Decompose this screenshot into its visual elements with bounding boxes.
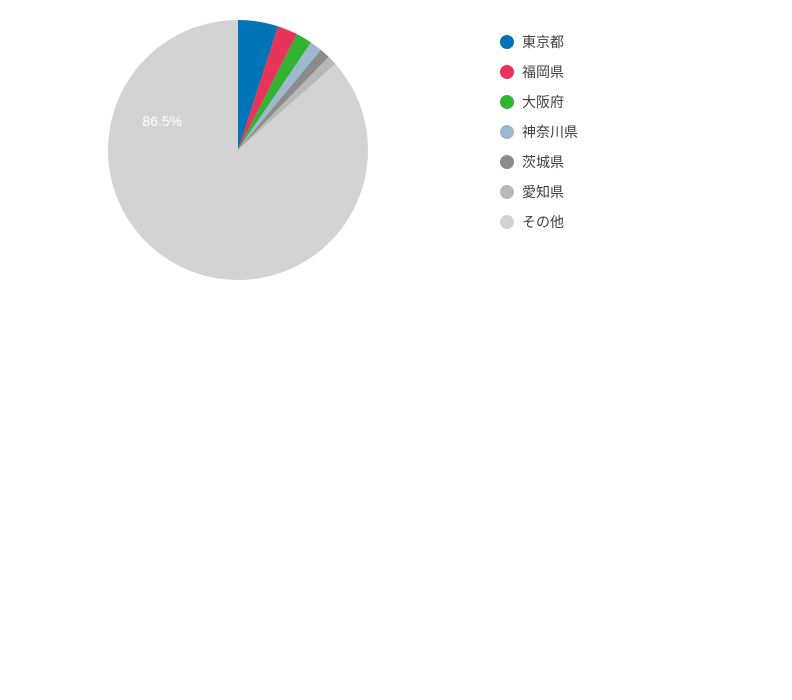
legend-label: 福岡県 bbox=[522, 62, 564, 82]
legend-item: 東京都 bbox=[500, 32, 578, 52]
legend-item: 大阪府 bbox=[500, 92, 578, 112]
legend-item: 茨城県 bbox=[500, 152, 578, 172]
legend-swatch-icon bbox=[500, 125, 514, 139]
legend-swatch-icon bbox=[500, 185, 514, 199]
pie-chart-container: 86.5% 東京都福岡県大阪府神奈川県茨城県愛知県その他 bbox=[0, 0, 792, 700]
legend-swatch-icon bbox=[500, 155, 514, 169]
legend-label: 茨城県 bbox=[522, 152, 564, 172]
legend-item: その他 bbox=[500, 212, 578, 232]
legend-swatch-icon bbox=[500, 95, 514, 109]
legend-label: 愛知県 bbox=[522, 182, 564, 202]
legend-label: 大阪府 bbox=[522, 92, 564, 112]
legend-label: 東京都 bbox=[522, 32, 564, 52]
pie-chart-svg: 86.5% bbox=[88, 0, 388, 300]
legend: 東京都福岡県大阪府神奈川県茨城県愛知県その他 bbox=[500, 32, 578, 242]
slice-percent-label: 86.5% bbox=[142, 113, 182, 129]
legend-item: 愛知県 bbox=[500, 182, 578, 202]
legend-label: 神奈川県 bbox=[522, 122, 578, 142]
legend-item: 福岡県 bbox=[500, 62, 578, 82]
legend-swatch-icon bbox=[500, 215, 514, 229]
legend-item: 神奈川県 bbox=[500, 122, 578, 142]
legend-label: その他 bbox=[522, 212, 564, 232]
legend-swatch-icon bbox=[500, 35, 514, 49]
legend-swatch-icon bbox=[500, 65, 514, 79]
